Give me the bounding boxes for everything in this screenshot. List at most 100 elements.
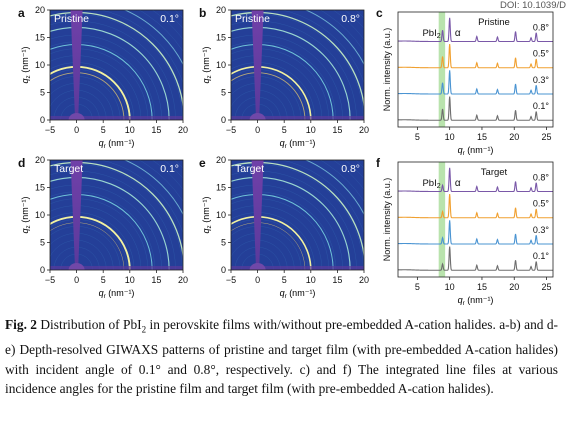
series-label: 0.1°: [533, 101, 550, 111]
x-tick-label: 20: [178, 275, 188, 285]
y-tick-label: 0: [221, 115, 226, 125]
x-tick-label: −5: [45, 275, 55, 285]
x-tick-label: 25: [542, 132, 552, 142]
panel-label: Pristine: [235, 13, 270, 25]
x-tick-label: 10: [445, 132, 455, 142]
x-tick-label: 10: [125, 125, 135, 135]
x-axis-label: qr (nm⁻¹): [99, 138, 135, 150]
x-axis-label: qr (nm⁻¹): [458, 145, 494, 157]
incident-angle: 0.8°: [341, 13, 360, 25]
panel-title: Pristine: [478, 17, 510, 28]
y-axis-label: qz (nm⁻¹): [20, 47, 32, 84]
y-tick-label: 20: [216, 155, 226, 165]
y-tick-label: 15: [216, 183, 226, 193]
x-tick-label: 15: [332, 125, 342, 135]
x-axis-label: qr (nm⁻¹): [280, 138, 316, 150]
series-line: [397, 246, 553, 271]
missing-wedge: [251, 10, 264, 120]
y-tick-label: 10: [216, 210, 226, 220]
beam-center: [249, 263, 266, 270]
y-tick-label: 20: [35, 155, 45, 165]
y-axis-label: Norm. intensity (a.u.): [382, 28, 392, 112]
giwaxs-background: [231, 10, 364, 120]
x-axis-label: qr (nm⁻¹): [458, 295, 494, 305]
x-tick-label: 10: [445, 282, 455, 292]
series-label: 0.5°: [533, 49, 550, 59]
x-tick-label: 10: [306, 125, 316, 135]
figure-caption: Fig. 2 Distribution of PbI2 in perovskit…: [5, 315, 558, 399]
beamstop-shadow: [231, 116, 364, 120]
series-0: [397, 246, 553, 271]
y-tick-label: 5: [221, 238, 226, 248]
y-tick-label: 0: [40, 265, 45, 275]
plot-frame: [397, 11, 554, 128]
beam-center: [68, 113, 85, 120]
x-tick-label: 20: [359, 275, 369, 285]
beamstop-shadow: [231, 266, 364, 270]
y-tick-label: 0: [221, 265, 226, 275]
series-line: [397, 220, 553, 245]
caption-text-b: in perovskite films with/without pre-emb…: [5, 317, 558, 397]
panel-letter: c: [376, 6, 383, 20]
y-tick-label: 15: [35, 33, 45, 43]
giwaxs-background: [50, 10, 183, 120]
x-tick-label: 15: [151, 125, 161, 135]
x-tick-label: 5: [415, 282, 420, 292]
missing-wedge: [70, 10, 83, 120]
panel-label: Target: [54, 163, 83, 175]
series-2: [397, 44, 553, 69]
x-tick-label: 0: [74, 275, 79, 285]
panel-letter: e: [199, 156, 206, 170]
panel-letter: a: [18, 6, 25, 20]
x-tick-label: 10: [125, 275, 135, 285]
x-tick-label: 5: [282, 275, 287, 285]
series-label: 0.5°: [533, 199, 550, 209]
x-tick-label: 25: [542, 282, 552, 292]
missing-wedge: [70, 160, 83, 270]
x-tick-label: 15: [151, 275, 161, 285]
beam-center: [249, 113, 266, 120]
y-axis-label: qz (nm⁻¹): [201, 197, 213, 234]
panel-letter: b: [199, 6, 206, 20]
x-tick-label: 20: [509, 282, 519, 292]
caption-fig-label: Fig. 2: [5, 317, 38, 332]
y-tick-label: 10: [35, 60, 45, 70]
x-tick-label: 15: [332, 275, 342, 285]
y-tick-label: 20: [216, 5, 226, 15]
caption-sub: 2: [141, 324, 147, 335]
pbi2-label: PbI2: [422, 178, 440, 190]
line-panel-f: 0.1° 0.3° 0.5° 0.8° f Target PbI2 α 5 10 15 20 25 qr …: [376, 156, 554, 305]
series-line: [397, 96, 553, 121]
alpha-label: α: [455, 28, 461, 39]
giwaxs-image: [50, 160, 183, 270]
x-tick-label: 0: [74, 125, 79, 135]
giwaxs-image: [231, 10, 364, 120]
series-label: 0.1°: [533, 251, 550, 261]
y-axis-label: Norm. intensity (a.u.): [382, 178, 392, 262]
alpha-label: α: [455, 178, 461, 189]
plot-frame: [397, 161, 554, 278]
x-tick-label: 5: [415, 132, 420, 142]
giwaxs-background: [50, 160, 183, 270]
series-3: [397, 17, 553, 43]
series-3: [397, 167, 553, 193]
series-1: [397, 220, 553, 245]
series-line: [397, 167, 553, 193]
y-tick-label: 0: [40, 115, 45, 125]
x-tick-label: 5: [101, 125, 106, 135]
beamstop-shadow: [50, 266, 183, 270]
y-tick-label: 5: [221, 88, 226, 98]
series-label: 0.3°: [533, 225, 550, 235]
panel-title: Target: [481, 167, 508, 178]
y-axis-label: qz (nm⁻¹): [20, 197, 32, 234]
incident-angle: 0.1°: [160, 13, 179, 25]
panel-letter: d: [18, 156, 25, 170]
x-tick-label: 20: [359, 125, 369, 135]
incident-angle: 0.1°: [160, 163, 179, 175]
x-tick-label: −5: [226, 125, 236, 135]
series-label: 0.8°: [533, 22, 550, 32]
